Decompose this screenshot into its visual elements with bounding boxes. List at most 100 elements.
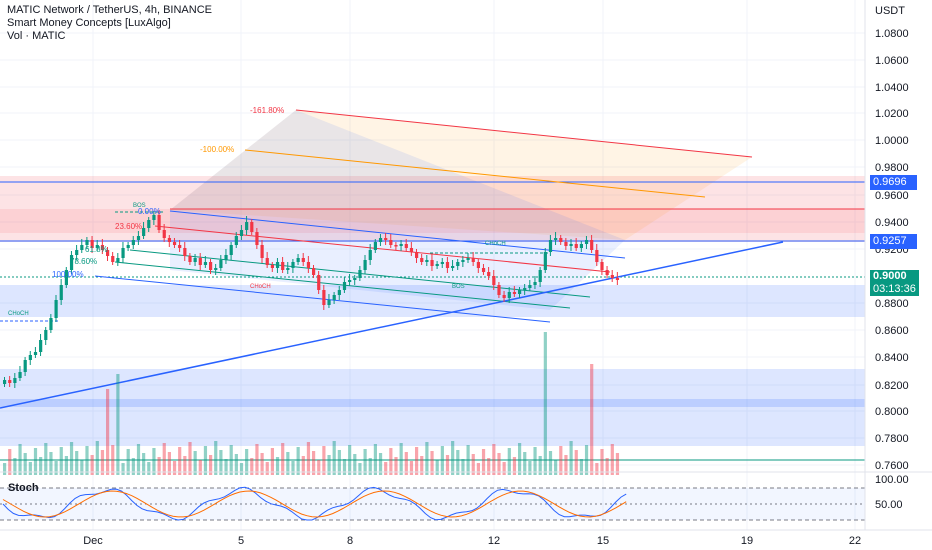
candle[interactable] bbox=[600, 262, 604, 270]
candle[interactable] bbox=[584, 240, 589, 244]
candle[interactable] bbox=[327, 300, 331, 305]
candle[interactable] bbox=[399, 244, 403, 246]
candle[interactable] bbox=[512, 292, 517, 294]
candle[interactable] bbox=[255, 232, 259, 245]
candle[interactable] bbox=[461, 260, 465, 262]
candle[interactable] bbox=[142, 228, 146, 236]
candle[interactable] bbox=[368, 250, 372, 260]
time-axis-ticks[interactable]: Dec 5 8 12 15 19 22 bbox=[83, 535, 861, 547]
candle[interactable] bbox=[378, 238, 383, 242]
candle[interactable] bbox=[502, 295, 506, 298]
candle[interactable] bbox=[80, 245, 84, 250]
candle[interactable] bbox=[28, 355, 32, 360]
indicator-smc[interactable]: Smart Money Concepts [LuxAlgo] bbox=[7, 17, 171, 29]
candle[interactable] bbox=[507, 292, 511, 298]
candle[interactable] bbox=[322, 290, 326, 305]
candle[interactable] bbox=[409, 248, 414, 252]
candle[interactable] bbox=[384, 238, 388, 240]
candle[interactable] bbox=[219, 260, 223, 268]
candle[interactable] bbox=[518, 290, 522, 294]
candle[interactable] bbox=[533, 282, 537, 285]
stoch-indicator-label[interactable]: Stoch bbox=[8, 482, 39, 494]
candle[interactable] bbox=[188, 256, 192, 262]
candle[interactable] bbox=[332, 295, 336, 300]
candle[interactable] bbox=[312, 268, 316, 275]
candle[interactable] bbox=[451, 266, 455, 268]
indicator-volume[interactable]: Vol · MATIC bbox=[7, 30, 66, 42]
candle[interactable] bbox=[203, 262, 208, 265]
candle[interactable] bbox=[147, 220, 151, 228]
candle[interactable] bbox=[389, 240, 393, 245]
candle[interactable] bbox=[136, 236, 141, 240]
candle[interactable] bbox=[265, 258, 269, 265]
candle[interactable] bbox=[131, 240, 135, 245]
candle[interactable] bbox=[172, 242, 177, 245]
candle[interactable] bbox=[157, 215, 161, 230]
candle[interactable] bbox=[528, 285, 532, 288]
candle[interactable] bbox=[445, 262, 450, 268]
candle[interactable] bbox=[270, 265, 274, 268]
candle[interactable] bbox=[301, 258, 305, 262]
candle[interactable] bbox=[348, 280, 352, 282]
candle[interactable] bbox=[435, 264, 439, 266]
candle[interactable] bbox=[554, 238, 558, 240]
candle[interactable] bbox=[487, 272, 491, 276]
candle[interactable] bbox=[476, 262, 480, 268]
candle[interactable] bbox=[440, 262, 444, 264]
price-axis-ticks[interactable]: 1.0800 1.0600 1.0400 1.0200 1.0000 0.9800 0.96… bbox=[875, 28, 909, 472]
candle[interactable] bbox=[394, 245, 398, 247]
candle[interactable] bbox=[178, 245, 182, 248]
candle[interactable] bbox=[198, 258, 202, 265]
symbol-title[interactable]: MATIC Network / TetherUS, 4h, BINANCE bbox=[7, 4, 212, 16]
candle[interactable] bbox=[425, 260, 429, 262]
candle[interactable] bbox=[18, 372, 22, 378]
candle[interactable] bbox=[615, 278, 620, 280]
candle[interactable] bbox=[44, 330, 48, 340]
candle[interactable] bbox=[167, 238, 171, 242]
candle[interactable] bbox=[95, 245, 99, 248]
candle[interactable] bbox=[404, 244, 408, 248]
candle[interactable] bbox=[183, 248, 187, 256]
candle[interactable] bbox=[296, 258, 300, 262]
candle[interactable] bbox=[234, 236, 238, 245]
candle[interactable] bbox=[75, 250, 79, 255]
candle[interactable] bbox=[69, 255, 74, 270]
candle[interactable] bbox=[497, 285, 501, 295]
candle[interactable] bbox=[33, 352, 38, 355]
candle[interactable] bbox=[100, 245, 105, 250]
candle[interactable] bbox=[162, 230, 166, 238]
candle[interactable] bbox=[291, 262, 295, 268]
candle[interactable] bbox=[245, 222, 249, 230]
candle[interactable] bbox=[90, 240, 94, 248]
candle[interactable] bbox=[358, 270, 362, 278]
candle[interactable] bbox=[317, 275, 321, 290]
candle[interactable] bbox=[430, 260, 434, 266]
candle[interactable] bbox=[54, 300, 58, 318]
candle[interactable] bbox=[193, 258, 197, 262]
candle[interactable] bbox=[121, 248, 125, 258]
candle[interactable] bbox=[286, 268, 290, 270]
candle[interactable] bbox=[481, 268, 486, 272]
candle[interactable] bbox=[564, 242, 568, 246]
candle[interactable] bbox=[337, 290, 341, 295]
candle[interactable] bbox=[250, 222, 254, 232]
candle[interactable] bbox=[209, 262, 213, 270]
candle[interactable] bbox=[456, 262, 460, 266]
candle[interactable] bbox=[548, 240, 553, 252]
candle[interactable] bbox=[126, 245, 130, 248]
candle[interactable] bbox=[471, 258, 475, 262]
candle[interactable] bbox=[49, 318, 53, 330]
candle[interactable] bbox=[59, 285, 63, 300]
candle[interactable] bbox=[574, 244, 578, 248]
candle[interactable] bbox=[64, 270, 68, 285]
candlesticks[interactable] bbox=[3, 210, 620, 388]
candle[interactable] bbox=[523, 288, 527, 290]
candle[interactable] bbox=[224, 255, 228, 260]
candle[interactable] bbox=[281, 262, 285, 270]
candle[interactable] bbox=[579, 244, 583, 248]
candle[interactable] bbox=[538, 270, 542, 282]
candle[interactable] bbox=[3, 380, 7, 384]
candle[interactable] bbox=[342, 282, 347, 290]
candle[interactable] bbox=[492, 276, 496, 285]
candle[interactable] bbox=[239, 230, 244, 236]
